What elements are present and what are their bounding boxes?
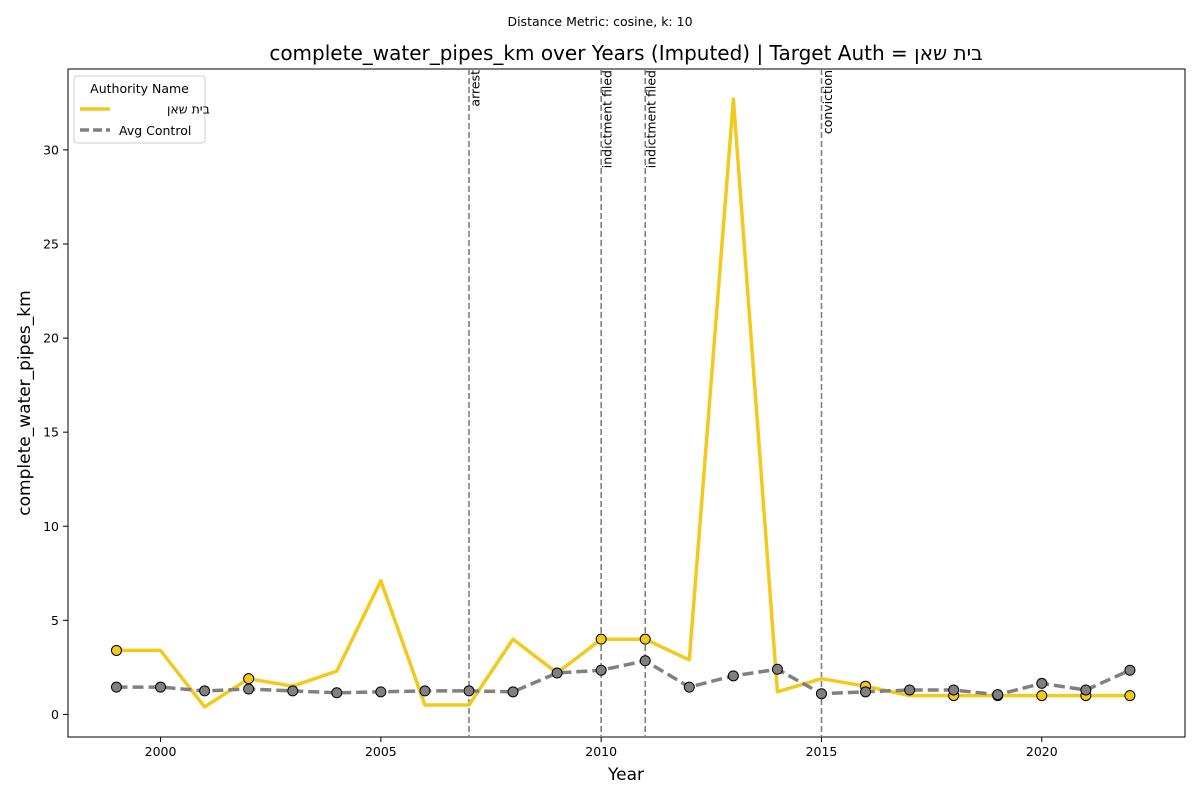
data-point-1 — [860, 686, 872, 698]
event-lines: arrest indictment filed indictment filed co… — [467, 69, 835, 737]
data-point-0 — [110, 644, 122, 656]
legend-label-control: Avg Control — [119, 123, 191, 138]
data-point-1 — [331, 687, 343, 699]
y-tick-label: 15 — [43, 425, 59, 440]
data-point-1 — [1036, 677, 1048, 689]
event-label: indictment filed — [644, 70, 659, 168]
data-point-1 — [683, 681, 695, 693]
data-point-1 — [199, 685, 211, 697]
data-point-1 — [287, 685, 299, 697]
legend-label-target: בית שאן — [167, 102, 210, 117]
data-point-1 — [904, 684, 916, 696]
data-point-0 — [1036, 690, 1048, 702]
data-point-1 — [375, 686, 387, 698]
series-line-1 — [116, 659, 1131, 697]
y-tick-label: 25 — [43, 236, 59, 251]
data-point-1 — [595, 664, 607, 676]
data-point-1 — [992, 689, 1004, 701]
data-point-1 — [639, 655, 651, 667]
series-layer — [110, 97, 1136, 709]
data-point-1 — [463, 685, 475, 697]
y-tick-label: 0 — [51, 707, 59, 722]
event-label: conviction — [820, 70, 835, 134]
plot-area-frame — [67, 68, 1186, 738]
y-tick-label: 5 — [51, 613, 59, 628]
x-axis-ticks: 2000 2005 2010 2015 2020 — [145, 737, 1058, 759]
data-point-0 — [595, 633, 607, 645]
data-point-1 — [155, 681, 167, 693]
event-label: arrest — [467, 70, 482, 107]
x-tick-label: 2010 — [585, 744, 617, 759]
legend: Authority Name בית שאן Avg Control — [73, 75, 210, 144]
x-tick-label: 2000 — [145, 744, 177, 759]
legend-title: Authority Name — [90, 81, 189, 96]
data-point-1 — [551, 667, 563, 679]
data-point-1 — [110, 681, 122, 693]
chart-title: complete_water_pipes_km over Years (Impu… — [269, 41, 982, 65]
event-label: indictment filed — [600, 70, 615, 168]
y-tick-label: 20 — [43, 331, 59, 346]
x-tick-label: 2015 — [806, 744, 838, 759]
x-tick-label: 2020 — [1026, 744, 1058, 759]
data-point-1 — [948, 684, 960, 696]
data-point-0 — [639, 633, 651, 645]
legend-box — [73, 75, 206, 144]
series-line-0 — [116, 97, 1130, 709]
data-point-1 — [815, 688, 827, 700]
x-axis-title: Year — [607, 765, 644, 785]
data-point-0 — [1124, 690, 1136, 702]
chart-subtitle: Distance Metric: cosine, k: 10 — [507, 14, 692, 29]
y-axis-ticks: 0 5 10 15 20 25 30 — [43, 142, 68, 722]
data-point-1 — [1080, 684, 1092, 696]
data-point-1 — [507, 686, 519, 698]
y-axis-title: complete_water_pipes_km — [15, 290, 35, 515]
data-point-1 — [727, 670, 739, 682]
data-point-1 — [1124, 664, 1136, 676]
data-point-1 — [243, 683, 255, 695]
x-tick-label: 2005 — [365, 744, 397, 759]
y-tick-label: 10 — [43, 519, 59, 534]
data-point-1 — [419, 685, 431, 697]
data-point-1 — [771, 663, 783, 675]
y-tick-label: 30 — [43, 142, 59, 157]
data-point-0 — [243, 673, 255, 685]
